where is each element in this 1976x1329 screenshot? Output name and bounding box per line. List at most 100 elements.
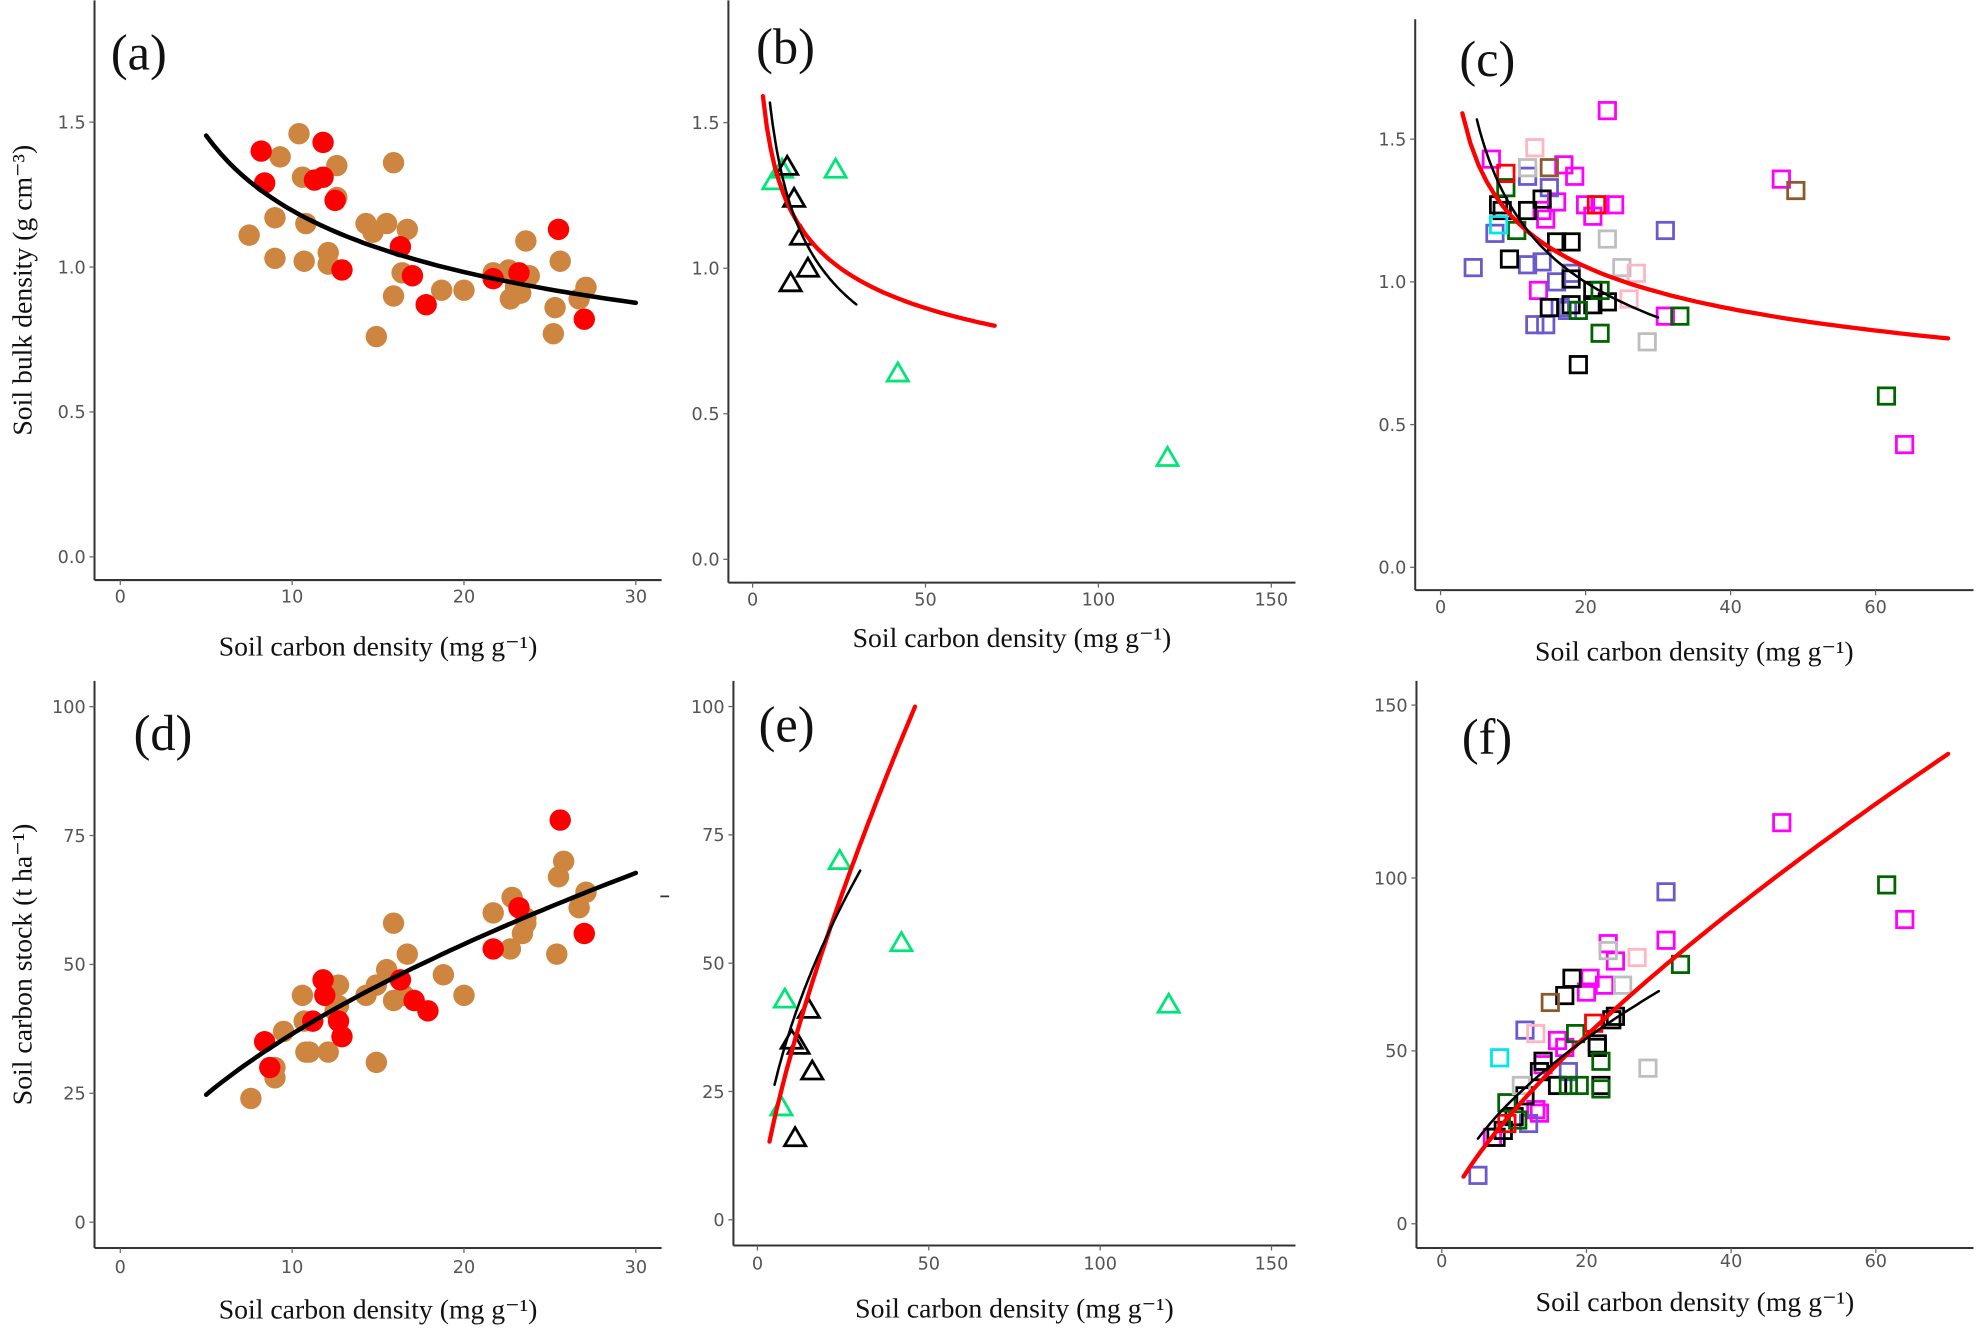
data-point-slateblue (1463, 258, 1483, 278)
data-point-black (1533, 1051, 1553, 1071)
data-point-group-tan (269, 146, 291, 168)
data-point-darkgreen (1670, 306, 1690, 326)
data-point-darkgreen (1591, 1079, 1611, 1099)
y-tick-label: 1.5 (692, 114, 720, 134)
data-point-group-tan (365, 325, 388, 348)
data-point-slateblue (1518, 255, 1538, 275)
data-point-gray (1638, 1058, 1658, 1078)
data-point-group-red (508, 262, 530, 284)
x-tick-label: 0 (747, 590, 758, 610)
y-tick-label: 100 (52, 698, 86, 718)
data-point-gray (1612, 258, 1632, 278)
fit-line-black-fit (773, 869, 862, 1087)
data-point-group-red (312, 131, 334, 154)
panel-b: 0 50 100 150 0.0 0.5 1.0 1.5 Soil carbon density… (692, 0, 1296, 653)
data-point-gray (1597, 229, 1617, 249)
y-tick-label: 0.5 (1378, 416, 1406, 436)
data-point-darkgreen (1670, 954, 1691, 975)
data-point-group-tan (396, 218, 418, 241)
data-point-group-tan (382, 912, 405, 934)
y-tick-label: 50 (702, 954, 724, 974)
data-point-magenta (1583, 206, 1603, 226)
x-tick-label: 20 (453, 588, 475, 608)
data-point-group-green (771, 986, 798, 1009)
data-point-pink (1627, 947, 1647, 968)
data-point-group-red (549, 809, 571, 831)
y-tick-label: 0 (1396, 1215, 1407, 1235)
y-tick-label: 0 (74, 1213, 85, 1233)
panel-c: 0 20 40 60 0.0 0.5 1.0 1.5 Soil carbon density (… (1378, 19, 1974, 667)
data-point-slateblue (1515, 1020, 1535, 1040)
data-point-black (1518, 200, 1538, 221)
y-tick-label: 1.0 (692, 259, 720, 279)
data-point-magenta (1656, 930, 1676, 950)
x-tick-label: 150 (1254, 590, 1288, 610)
data-point-group-black (774, 153, 801, 176)
data-point-group-tan (317, 1041, 339, 1063)
data-point-cyan (1490, 1048, 1510, 1068)
data-point-black (1587, 1037, 1607, 1057)
data-point-magenta (1594, 975, 1615, 995)
data-point-darkgreen (1508, 1110, 1528, 1130)
data-point-black (1568, 355, 1588, 375)
data-point-magenta (1605, 195, 1625, 215)
data-point-group-tan (544, 296, 566, 319)
x-tick-label: 0 (1435, 598, 1446, 618)
panel-e: 0 50 100 150 0 25 50 75 100 Soil carbon density (… (691, 680, 1296, 1323)
data-point-darkgreen (1566, 1024, 1586, 1044)
data-point-group-tan (499, 288, 522, 310)
data-point-group-tan (432, 964, 455, 986)
data-point-group-green (1155, 991, 1182, 1014)
data-point-black (1539, 297, 1559, 318)
data-point-group-tan (298, 1041, 321, 1063)
data-point-black (1561, 232, 1581, 252)
y-tick-label: 150 (1374, 696, 1408, 716)
y-tick-label: 75 (702, 826, 724, 846)
y-tick-label: 100 (1374, 869, 1408, 889)
x-tick-label: 0 (752, 1254, 763, 1274)
x-tick-label: 0 (115, 588, 126, 608)
data-point-black (1532, 189, 1552, 209)
data-point-group-tan (546, 943, 568, 965)
data-point-red (1586, 195, 1607, 215)
data-point-gray (1613, 975, 1633, 995)
y-tick-label: 50 (1385, 1042, 1407, 1062)
data-point-magenta (1597, 101, 1617, 121)
data-point-brown (1786, 180, 1806, 201)
data-point-group-tan (375, 212, 398, 235)
data-point-group-tan (382, 151, 405, 174)
fit-line-red-fit (760, 94, 997, 328)
data-point-magenta (1576, 982, 1597, 1002)
data-point-darkgreen (1558, 1075, 1578, 1096)
panel-label: (e) (759, 696, 815, 752)
y-tick-label: 100 (691, 698, 725, 718)
y-tick-label: 75 (63, 827, 85, 847)
data-point-black (1499, 249, 1520, 269)
data-point-slateblue (1536, 315, 1556, 335)
y-tick-label: 1.5 (58, 113, 86, 133)
data-point-group-red (312, 969, 334, 991)
data-point-group-tan (264, 247, 286, 270)
data-point-magenta (1565, 166, 1585, 186)
data-point-pink (1619, 289, 1639, 309)
fit-line-red-fit (767, 704, 918, 1144)
data-point-group-tan (396, 943, 418, 965)
data-point-group-tan (549, 250, 571, 272)
x-tick-label: 50 (914, 590, 936, 610)
fit-line-overall-fit (203, 133, 639, 306)
data-point-group-green (1154, 444, 1181, 467)
panel-label: (b) (756, 18, 815, 74)
fit-line-black-fit (1475, 118, 1660, 319)
data-point-group-red (573, 308, 595, 330)
fit-line-black-fit (1476, 989, 1661, 1140)
x-axis-title: Soil carbon density (mg g⁻¹) (1535, 636, 1854, 667)
fit-line-overall-fit (203, 870, 639, 1098)
y-tick-label: 1.0 (58, 258, 86, 278)
data-point-group-red (415, 294, 437, 316)
data-point-magenta (1529, 1103, 1550, 1123)
panel-label: (a) (111, 25, 167, 81)
data-point-magenta (1528, 280, 1549, 301)
x-tick-label: 60 (1864, 598, 1886, 618)
y-tick-label: 25 (63, 1085, 85, 1105)
data-point-darkgreen (1590, 280, 1610, 301)
